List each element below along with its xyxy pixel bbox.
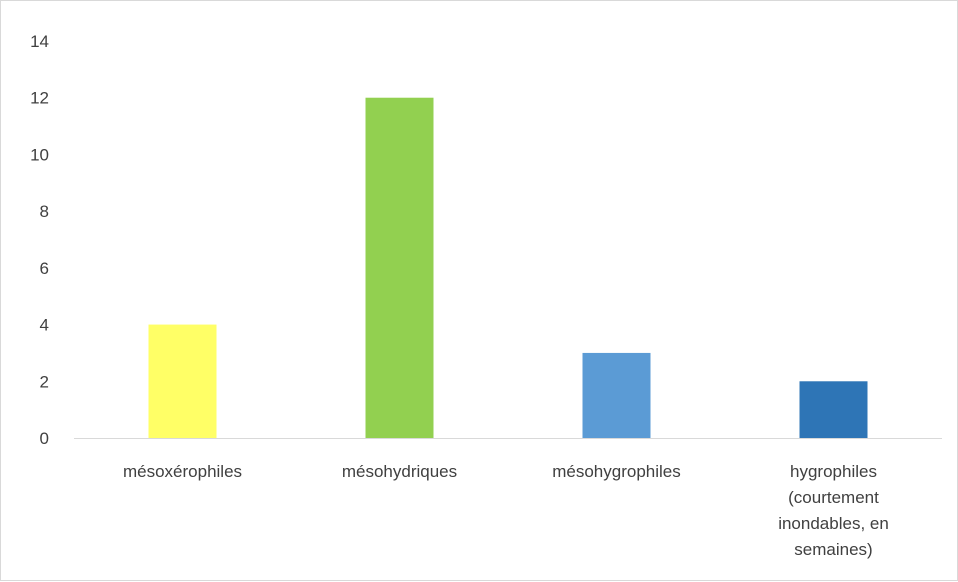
y-tick-label: 0 — [40, 429, 49, 448]
y-tick-label: 6 — [40, 259, 49, 278]
x-tick-label: mésoxérophiles — [123, 462, 242, 481]
x-tick-label: hygrophiles — [790, 462, 877, 481]
x-tick-label: mésohygrophiles — [552, 462, 681, 481]
y-tick-label: 12 — [30, 89, 49, 108]
x-tick-label: semaines) — [794, 540, 872, 559]
bar — [582, 352, 651, 438]
x-tick-label: mésohydriques — [342, 462, 457, 481]
y-tick-label: 10 — [30, 145, 49, 164]
x-tick-label: inondables, en — [778, 514, 889, 533]
y-tick-label: 14 — [30, 32, 49, 51]
y-tick-label: 8 — [40, 202, 49, 221]
x-tick-label: (courtement — [788, 488, 879, 507]
bar — [799, 381, 868, 438]
y-tick-label: 4 — [40, 316, 49, 335]
bar — [148, 324, 217, 438]
bar — [365, 97, 434, 438]
y-tick-label: 2 — [40, 372, 49, 391]
